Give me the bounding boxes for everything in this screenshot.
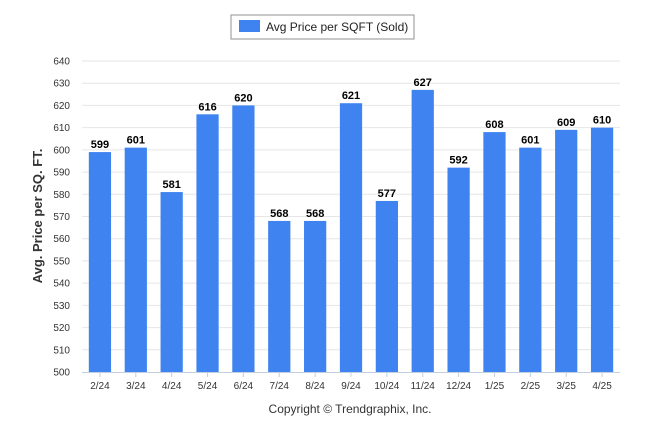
y-tick-label: 640 [53,57,70,68]
x-tick-label: 4/25 [592,381,612,392]
x-tick-label: 5/24 [198,381,218,392]
y-tick-label: 600 [53,145,70,156]
legend[interactable]: Avg Price per SQFT (Sold) [230,14,415,40]
bar[interactable] [196,114,219,373]
y-tick-label: 570 [53,212,70,223]
bar[interactable] [304,220,327,372]
legend-swatch [239,20,260,32]
copyright-text: Copyright © Trendgraphix, Inc. [269,402,432,416]
bar-value-label: 627 [414,77,432,89]
y-tick-label: 610 [53,123,70,134]
bar[interactable] [590,127,614,373]
legend-label: Avg Price per SQFT (Sold) [266,20,408,34]
bar[interactable] [339,103,363,372]
x-tick-label: 1/25 [485,381,505,392]
x-tick-label: 9/24 [341,381,361,392]
x-tick-label: 12/24 [446,381,471,392]
bar-value-label: 610 [593,115,611,127]
y-tick-label: 530 [53,301,70,312]
bar-value-label: 568 [306,208,324,220]
bar-value-label: 601 [521,135,539,147]
bars [88,89,614,373]
x-tick-label: 11/24 [411,381,436,392]
bar-value-label: 599 [91,139,109,151]
y-tick-label: 510 [53,345,70,356]
x-tick-label: 3/24 [126,381,146,392]
bar[interactable] [483,132,506,372]
y-tick-label: 500 [53,368,70,379]
x-tick-label: 6/24 [234,381,254,392]
bar-value-label: 577 [378,188,396,200]
bar-value-label: 609 [557,117,575,129]
x-tick-label: 2/24 [90,381,110,392]
x-tick-label: 7/24 [270,381,290,392]
bar-value-label: 616 [198,101,216,113]
y-tick-label: 520 [53,323,70,334]
x-tick-label: 10/24 [374,381,399,392]
y-tick-label: 550 [53,256,70,267]
bar[interactable] [232,105,255,372]
x-tick-label: 8/24 [305,381,325,392]
y-tick-label: 620 [53,101,70,112]
axes [82,372,620,377]
y-axis-title: Avg. Price per SQ. FT. [30,149,45,284]
x-tick-label: 2/25 [521,381,541,392]
bar-value-label: 620 [234,92,252,104]
bar[interactable] [88,152,112,372]
y-tick-label: 540 [53,279,70,290]
bar[interactable] [519,147,542,372]
x-tick-label: 3/25 [556,381,576,392]
bar[interactable] [375,200,398,372]
legend-box [230,14,415,40]
bar-value-label: 621 [342,90,360,102]
bar-value-label: 581 [162,179,180,191]
bar[interactable] [124,147,147,372]
y-tick-label: 630 [53,79,70,90]
y-tick-label: 560 [53,234,70,245]
y-tick-labels: 500 510 520 530 540 550 560 570 580 590 600 610 620 6… [53,57,70,379]
y-tick-label: 580 [53,190,70,201]
bar[interactable] [268,220,291,372]
data-labels: 599 601 581 616 620 568 568 621 577 627 592 608 601 6… [91,77,611,220]
x-tick-labels: 2/24 3/24 4/24 5/24 6/24 7/24 8/24 9/24 10/24 11/… [90,381,612,392]
x-tick-label: 4/24 [162,381,182,392]
bar-value-label: 601 [127,135,145,147]
bar[interactable] [447,167,470,372]
bar[interactable] [160,192,183,372]
y-tick-label: 590 [53,168,70,179]
bar-value-label: 608 [485,119,503,131]
bar[interactable] [555,129,578,372]
bar-value-label: 592 [449,155,467,167]
bar[interactable] [411,89,434,372]
bar-value-label: 568 [270,208,288,220]
